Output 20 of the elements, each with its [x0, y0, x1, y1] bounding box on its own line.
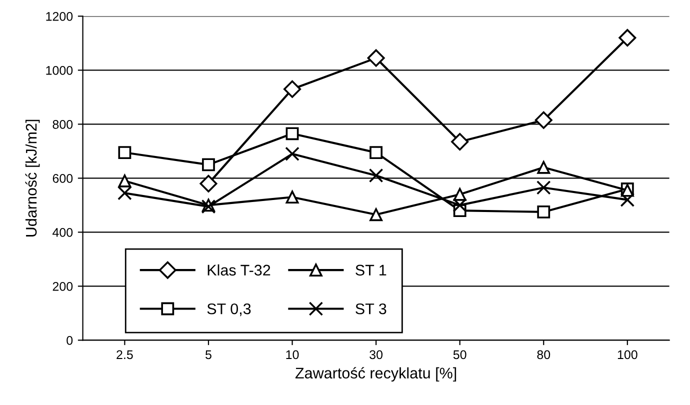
y-tick-label: 800: [52, 120, 73, 129]
x-tick-label: 5: [206, 350, 212, 360]
y-tick-label: 1000: [46, 66, 73, 75]
legend-label: ST 0,3: [207, 303, 251, 316]
legend-label: ST 3: [356, 303, 386, 314]
x-tick-label: 80: [537, 350, 550, 360]
x-axis-title: Zawartość recyklatu [%]: [295, 367, 456, 382]
y-axis-title: Udarność [kJ/m2]: [25, 120, 40, 236]
x-tick-label: 50: [453, 350, 466, 360]
legend-label: ST 1: [356, 264, 386, 276]
y-tick-label: 400: [52, 228, 73, 237]
x-tick-label: 2.5: [116, 350, 133, 360]
x-tick-label: 100: [618, 350, 638, 360]
legend-label: Klas T-32: [208, 264, 270, 276]
y-tick-label: 200: [52, 282, 73, 291]
y-tick-label: 600: [52, 174, 73, 183]
x-tick-label: 10: [286, 350, 299, 360]
y-tick-label: 1200: [46, 12, 73, 21]
y-tick-label: 0: [66, 336, 73, 345]
x-tick-label: 30: [370, 350, 383, 360]
